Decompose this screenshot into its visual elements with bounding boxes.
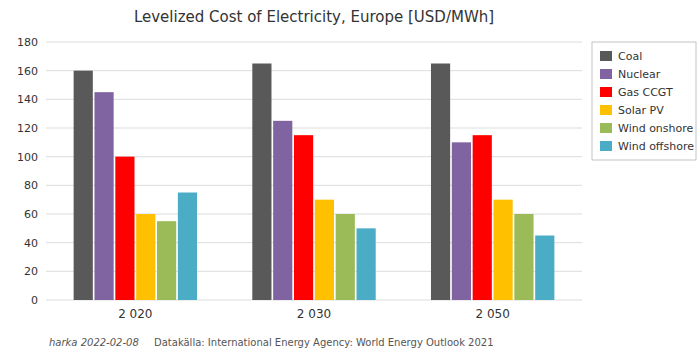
legend-label: Wind offshore xyxy=(618,140,694,153)
legend: Coal Nuclear Gas CCGT Solar PV Wind onshore W… xyxy=(592,42,696,160)
bar xyxy=(315,200,334,300)
legend-swatch xyxy=(600,87,612,97)
bar xyxy=(452,142,471,300)
y-tick-label: 40 xyxy=(24,237,38,250)
legend-label: Gas CCGT xyxy=(618,86,673,99)
footer: harka 2022-02-08 Datakälla: International… xyxy=(49,337,494,348)
y-tick-label: 20 xyxy=(24,265,38,278)
footer-text: Datakälla: International Energy Agency: … xyxy=(154,337,494,348)
legend-label: Nuclear xyxy=(618,68,661,81)
bar xyxy=(535,236,554,301)
grid-line xyxy=(46,128,582,129)
grid-line xyxy=(46,42,582,43)
x-tick-label: 2 030 xyxy=(297,307,331,321)
bar xyxy=(115,157,134,300)
bar xyxy=(473,135,492,300)
y-axis: 0 20 40 60 80 100 120 140 160 180 xyxy=(17,36,38,307)
bar xyxy=(431,64,450,301)
grid xyxy=(46,42,582,300)
grid-line xyxy=(46,70,582,71)
bar xyxy=(136,214,155,300)
x-axis: 2 020 2 030 2 050 xyxy=(118,307,510,321)
y-tick-label: 140 xyxy=(17,93,38,106)
legend-swatch xyxy=(600,69,612,79)
bar xyxy=(494,200,513,300)
y-tick-label: 120 xyxy=(17,122,38,135)
legend-label: Solar PV xyxy=(618,104,664,117)
y-tick-label: 80 xyxy=(24,179,38,192)
bar xyxy=(357,228,376,300)
y-tick-label: 0 xyxy=(31,294,38,307)
x-tick-label: 2 050 xyxy=(475,307,509,321)
chart: Levelized Cost of Electricity, Europe [U… xyxy=(0,0,700,354)
y-tick-label: 180 xyxy=(17,36,38,49)
footer-text: harka 2022-02-08 xyxy=(49,337,139,348)
background xyxy=(0,0,700,354)
y-tick-label: 100 xyxy=(17,151,38,164)
bars xyxy=(74,64,555,301)
bar xyxy=(252,64,271,301)
legend-swatch xyxy=(600,105,612,115)
legend-swatch xyxy=(600,123,612,133)
legend-frame xyxy=(592,42,696,160)
legend-label: Wind onshore xyxy=(618,122,694,135)
title: Levelized Cost of Electricity, Europe [U… xyxy=(134,8,494,26)
bar xyxy=(94,92,113,300)
y-tick-label: 60 xyxy=(24,208,38,221)
grid-line xyxy=(46,99,582,100)
bar xyxy=(157,221,176,300)
bar xyxy=(336,214,355,300)
x-tick-label: 2 020 xyxy=(118,307,152,321)
bar xyxy=(178,193,197,301)
legend-swatch xyxy=(600,51,612,61)
bar xyxy=(294,135,313,300)
bar xyxy=(74,71,93,300)
legend-label: Coal xyxy=(618,50,642,63)
bar xyxy=(273,121,292,300)
legend-swatch xyxy=(600,141,612,151)
y-tick-label: 160 xyxy=(17,65,38,78)
bar xyxy=(514,214,533,300)
